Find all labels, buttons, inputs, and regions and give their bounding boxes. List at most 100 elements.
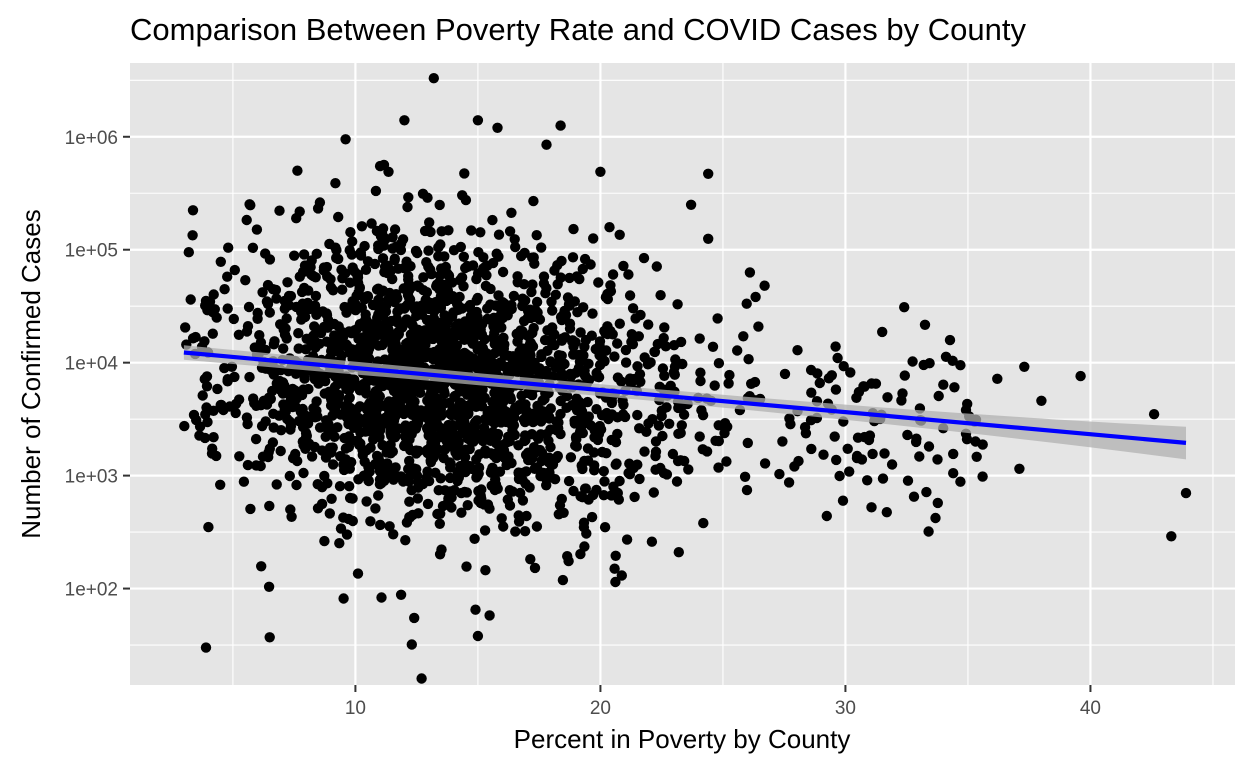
data-point: [653, 420, 665, 431]
data-point: [185, 294, 196, 305]
data-point: [948, 448, 959, 460]
data-point: [336, 328, 347, 339]
data-point: [743, 354, 754, 365]
data-point: [500, 391, 511, 402]
data-point: [439, 444, 451, 455]
data-point: [933, 390, 944, 402]
data-point: [456, 272, 468, 283]
data-point: [267, 284, 279, 295]
data-point: [471, 388, 483, 399]
data-point: [831, 454, 842, 466]
data-point: [466, 225, 477, 236]
data-point: [386, 294, 397, 305]
data-point: [245, 200, 256, 211]
data-point: [448, 442, 459, 453]
data-point: [830, 341, 841, 352]
data-point: [678, 409, 690, 420]
data-point: [285, 421, 297, 432]
data-point: [863, 434, 875, 446]
data-point: [247, 242, 259, 253]
data-point: [187, 205, 199, 216]
data-point: [329, 318, 340, 330]
data-point: [355, 250, 367, 261]
data-point: [528, 322, 539, 334]
data-point: [634, 473, 645, 485]
data-point: [298, 249, 310, 260]
data-point: [562, 292, 574, 303]
data-point: [697, 410, 709, 421]
data-point: [524, 361, 535, 373]
data-point: [577, 263, 588, 275]
data-point: [591, 404, 602, 415]
data-point: [741, 484, 753, 496]
data-point: [818, 449, 829, 460]
data-point: [269, 336, 280, 347]
data-point: [405, 318, 416, 329]
data-point: [643, 319, 654, 330]
data-point: [352, 272, 364, 283]
x-tick-label: 40: [1080, 698, 1101, 719]
y-tick-label: 1e+04: [65, 354, 119, 375]
y-tick-label: 1e+02: [65, 580, 118, 601]
data-point: [302, 418, 314, 429]
data-point: [545, 458, 557, 470]
data-point: [215, 399, 226, 411]
data-point: [364, 466, 375, 477]
data-point: [418, 272, 429, 283]
data-point: [421, 314, 433, 326]
data-point: [685, 199, 697, 210]
data-point: [469, 533, 480, 544]
data-point: [373, 490, 384, 501]
data-point: [293, 328, 304, 339]
data-point: [949, 382, 960, 393]
data-point: [308, 270, 319, 282]
data-point: [378, 240, 389, 251]
data-point: [335, 451, 346, 462]
data-point: [518, 279, 530, 290]
data-point: [493, 229, 505, 240]
data-point: [245, 503, 256, 515]
data-point: [267, 437, 279, 448]
data-point: [422, 498, 434, 510]
data-point: [510, 241, 521, 253]
data-point: [260, 248, 271, 259]
data-point: [212, 383, 223, 395]
data-point: [292, 165, 303, 176]
data-point: [609, 563, 620, 574]
data-point: [420, 330, 431, 341]
data-point: [248, 393, 259, 404]
data-point: [300, 427, 312, 439]
data-point: [256, 420, 268, 432]
data-point: [410, 333, 421, 344]
data-point: [899, 302, 910, 313]
data-point: [489, 338, 500, 350]
data-point: [948, 468, 959, 479]
data-point: [425, 457, 437, 468]
data-point: [475, 227, 486, 238]
data-point: [513, 468, 525, 480]
data-point: [742, 437, 753, 449]
data-point: [604, 222, 615, 233]
data-point: [842, 443, 853, 454]
data-point: [420, 352, 431, 363]
data-point: [826, 370, 837, 381]
data-point: [439, 398, 450, 409]
data-point: [317, 306, 328, 317]
data-point: [405, 393, 416, 404]
data-point: [562, 551, 573, 562]
data-point: [679, 455, 690, 467]
data-point: [504, 500, 516, 511]
data-point: [628, 462, 639, 474]
data-point: [263, 581, 275, 592]
data-point: [528, 195, 539, 207]
data-point: [576, 460, 587, 471]
data-point: [397, 322, 408, 333]
data-point: [527, 279, 538, 290]
data-point: [509, 412, 520, 423]
data-point: [671, 476, 683, 487]
data-point: [385, 448, 396, 459]
data-point: [560, 309, 572, 321]
data-point: [862, 475, 873, 486]
data-point: [291, 479, 302, 491]
data-point: [618, 260, 629, 272]
